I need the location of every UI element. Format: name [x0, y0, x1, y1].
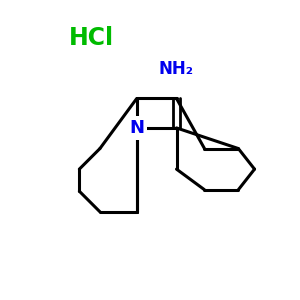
Text: N: N: [129, 119, 144, 137]
Text: HCl: HCl: [68, 26, 114, 50]
Text: NH₂: NH₂: [159, 60, 194, 78]
